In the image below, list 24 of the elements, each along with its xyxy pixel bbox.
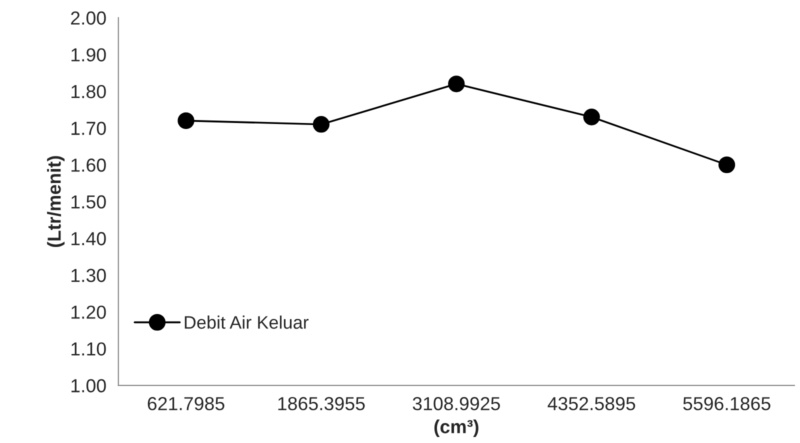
point [718,156,736,174]
y-tick-label: 1.30 [72,268,106,282]
y-tick-label: 1.10 [72,342,106,356]
legend-label: Debit Air Keluar [184,316,309,329]
y-tick-label: 1.20 [72,306,106,319]
point [178,112,194,130]
y-tick-label: 1.60 [72,158,106,172]
point [583,108,600,126]
x-axis-title: (cm³) [434,420,478,438]
y-axis-title: (Ltr/menit) [47,156,65,247]
x-tick-label: 5596.1865 [683,397,770,410]
x-tick-label: 3108.9925 [412,397,500,410]
x-tick-label: 1865.3955 [278,397,365,410]
y-tick-label: 1.70 [72,122,106,136]
x-tick-label: 621.7985 [148,397,224,410]
x-tick-label: 4352.5895 [548,397,636,410]
y-tick-label: 2.00 [71,11,106,25]
y-tick-label: 1.00 [72,379,106,392]
y-tick-label: 1.40 [72,232,106,246]
point [448,76,465,92]
y-tick-label: 1.90 [72,48,106,62]
y-tick-label: 1.80 [72,84,106,98]
y-tick-label: 1.50 [72,195,106,209]
point [312,116,330,133]
